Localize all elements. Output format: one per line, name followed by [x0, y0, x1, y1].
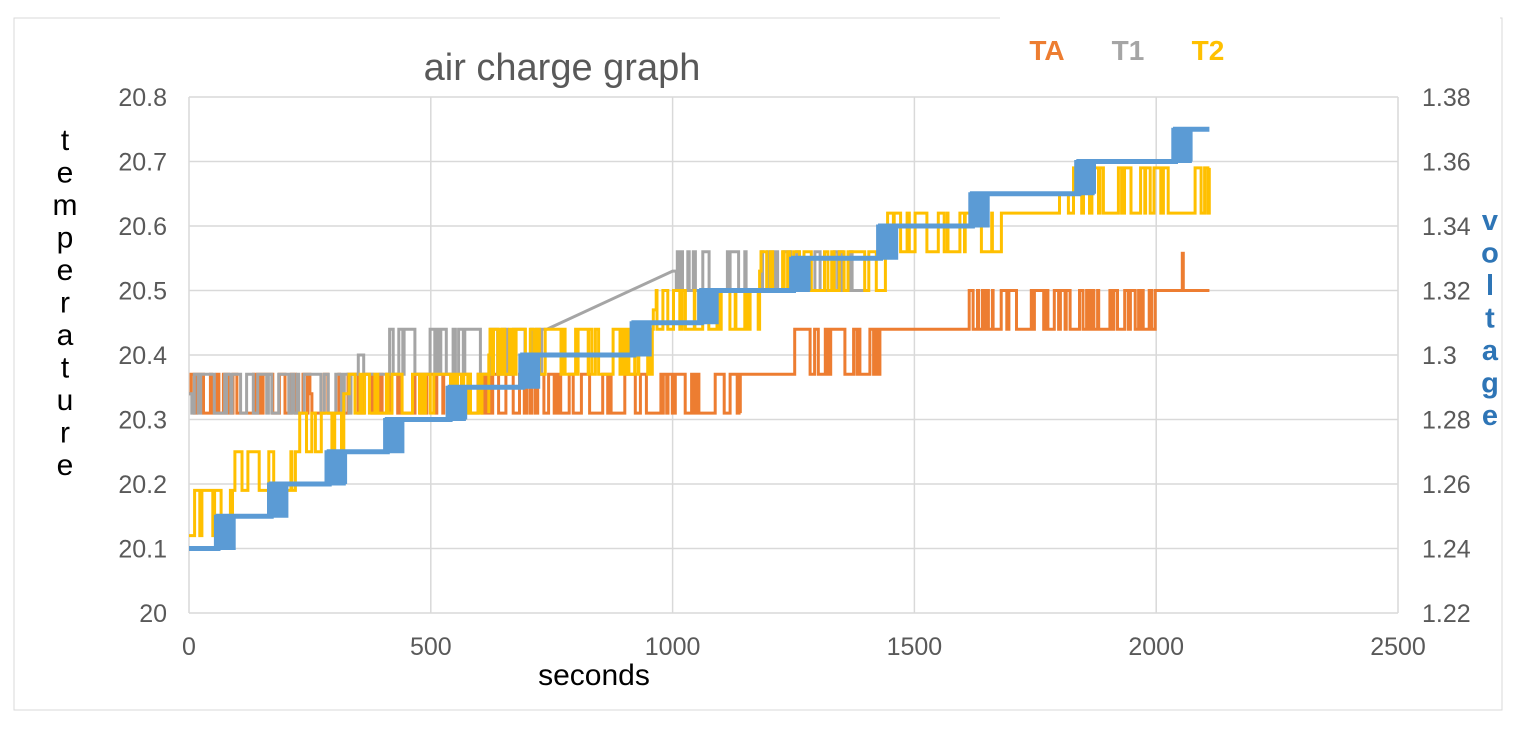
- y-axis-label-char: u: [57, 384, 74, 417]
- y-axis-label-char: t: [61, 124, 70, 157]
- x-axis-label: seconds: [538, 659, 650, 692]
- y-axis-label-char: p: [57, 222, 74, 255]
- y2-axis-label-char: a: [1482, 335, 1499, 367]
- chart-border: [13, 17, 1503, 711]
- voltage-transition-band: [629, 321, 652, 357]
- y2-tick-label: 1.38: [1422, 84, 1471, 112]
- x-tick-label: 1500: [887, 633, 943, 661]
- axes: 20 20.1 20.2 20.3 20.4 20.5 20.6 20.7 20.8 0 500 10…: [118, 84, 1470, 661]
- y-tick-label: 20.7: [118, 149, 167, 177]
- y2-axis-label-char: t: [1485, 303, 1495, 335]
- y2-tick-label: 1.28: [1422, 407, 1471, 435]
- y-tick-label: 20.1: [118, 536, 167, 564]
- series-line-t2: [189, 166, 1211, 538]
- x-tick-label: 1000: [645, 633, 701, 661]
- y-axis-label-char: r: [60, 417, 70, 450]
- y-tick-label: 20.6: [118, 213, 167, 241]
- y2-axis-label-char: v: [1482, 205, 1498, 237]
- y2-axis-label-char: l: [1486, 270, 1494, 302]
- y-axis-label-char: e: [57, 449, 74, 482]
- x-tick-label: 0: [182, 633, 196, 661]
- y-axis-label-char: e: [57, 157, 74, 190]
- voltage-transition-band: [876, 224, 899, 260]
- voltage-transition-band: [1171, 127, 1193, 163]
- y-tick-label: 20.2: [118, 471, 167, 499]
- chart-title: air charge graph: [424, 47, 701, 89]
- y2-tick-label: 1.32: [1422, 278, 1471, 306]
- y-tick-label: 20.5: [118, 278, 167, 306]
- voltage-transition-band: [697, 289, 719, 325]
- voltage-transition-band: [789, 256, 811, 292]
- series-t2: [189, 166, 1211, 538]
- y2-tick-label: 1.22: [1422, 600, 1471, 628]
- voltage-transition-band: [267, 482, 289, 518]
- legend-ta: TA: [1029, 35, 1064, 66]
- x-tick-label: 500: [410, 633, 452, 661]
- y2-tick-label: 1.3: [1422, 342, 1457, 370]
- y-axis-label-char: m: [53, 189, 78, 222]
- y2-tick-label: 1.36: [1422, 149, 1471, 177]
- legend-t2: T2: [1192, 35, 1225, 66]
- voltage-transition-band: [518, 353, 541, 389]
- y-tick-label: 20: [139, 600, 167, 628]
- voltage-transition-band: [383, 418, 405, 454]
- x-tick-label: 2000: [1128, 633, 1184, 661]
- y-tick-label: 20.4: [118, 342, 167, 370]
- voltage-transition-band: [324, 450, 348, 486]
- y-tick-label: 20.8: [118, 84, 167, 112]
- y-axis-label-char: t: [61, 352, 70, 385]
- y-axis-label-char: a: [57, 319, 74, 352]
- voltage-transition-band: [1074, 160, 1096, 196]
- series-layer: [189, 126, 1211, 551]
- voltage-transition-band: [213, 514, 236, 550]
- y2-axis-label-char: e: [1482, 400, 1498, 432]
- x-tick-label: 2500: [1370, 633, 1426, 661]
- y2-axis-label-char: g: [1481, 368, 1499, 400]
- legend-t1: T1: [1112, 35, 1145, 66]
- y2-tick-label: 1.24: [1422, 536, 1471, 564]
- voltage-transition-band: [968, 192, 990, 228]
- y2-tick-label: 1.34: [1422, 213, 1471, 241]
- y2-tick-label: 1.26: [1422, 471, 1471, 499]
- y-axis-label-char: r: [60, 287, 70, 320]
- legend-background: [1000, 8, 1500, 68]
- y-tick-label: 20.3: [118, 407, 167, 435]
- voltage-transition-band: [445, 385, 468, 421]
- series-voltage: [189, 126, 1210, 551]
- y-axis-label-char: e: [57, 254, 74, 287]
- y2-axis-label-char: o: [1481, 238, 1499, 270]
